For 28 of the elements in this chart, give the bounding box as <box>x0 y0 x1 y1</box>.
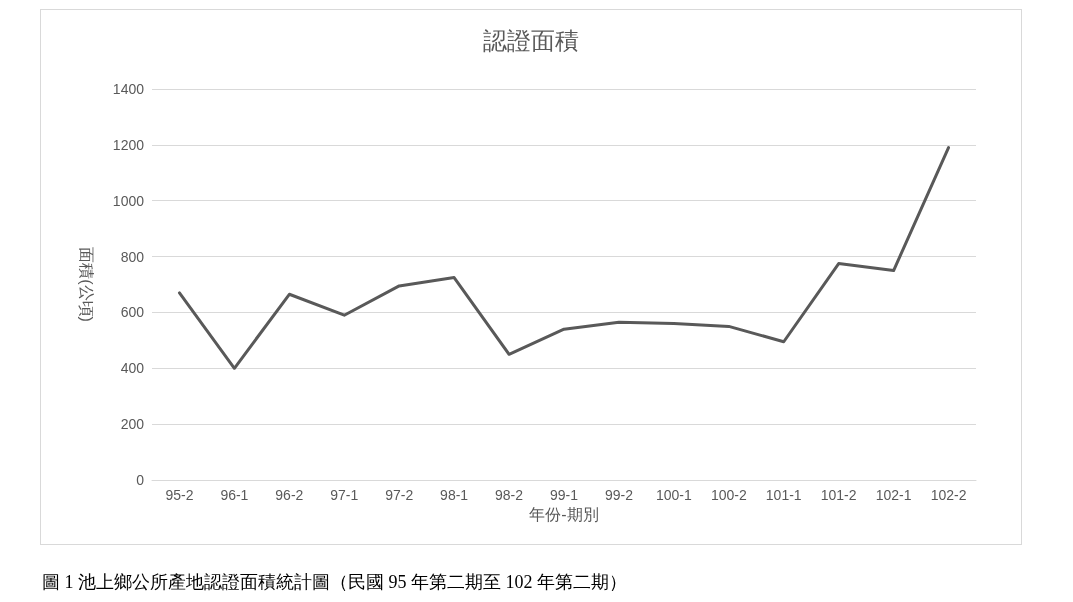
y-tick-label: 1200 <box>112 136 145 153</box>
x-tick-label: 101-2 <box>820 487 857 503</box>
x-tick-label: 98-2 <box>495 487 524 503</box>
y-axis-title: 面積(公頃) <box>77 247 95 322</box>
x-axis-title: 年份-期別 <box>529 506 599 524</box>
x-tick-label: 100-1 <box>655 487 692 503</box>
y-tick-label: 1400 <box>112 81 145 97</box>
y-tick-label: 200 <box>120 416 145 433</box>
chart-title: 認證面積 <box>483 26 579 54</box>
y-tick-label: 0 <box>136 472 145 488</box>
y-tick-label: 400 <box>120 360 145 377</box>
x-tick-label: 96-2 <box>275 487 304 503</box>
x-tick-label: 101-1 <box>765 487 802 503</box>
x-tick-label: 95-2 <box>165 487 194 503</box>
caption: 圖 1 池上鄉公所產地認證面積統計圖（民國 95 年第二期至 102 年第二期） <box>42 571 627 594</box>
x-tick-label: 96-1 <box>220 487 249 503</box>
x-tick-label: 97-1 <box>330 487 359 503</box>
x-tick-label: 98-1 <box>440 487 469 503</box>
x-tick-label: 102-2 <box>930 487 967 503</box>
x-tick-label: 97-2 <box>385 487 414 503</box>
y-tick-label: 1000 <box>112 192 145 209</box>
x-tick-label: 99-2 <box>604 487 634 503</box>
x-tick-label: 99-1 <box>549 487 579 503</box>
x-tick-label: 100-2 <box>710 487 747 503</box>
y-tick-label: 800 <box>120 248 145 265</box>
y-tick-label: 600 <box>120 304 145 321</box>
line-series <box>177 146 951 370</box>
x-tick-label: 102-1 <box>875 487 912 503</box>
